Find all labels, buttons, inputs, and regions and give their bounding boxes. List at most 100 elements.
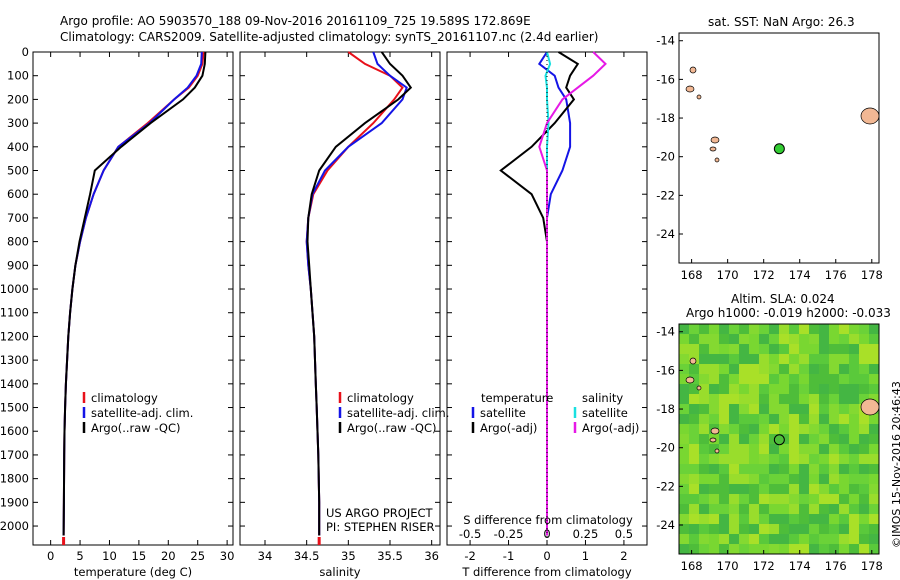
sla-cell (809, 454, 819, 464)
sla-cell (679, 534, 689, 544)
sla-cell (859, 354, 869, 364)
sla-cell (819, 514, 829, 524)
sla-cell (759, 414, 769, 424)
sla-cell (829, 434, 839, 444)
y-tick-label: 1900 (0, 495, 29, 509)
sla-cell (789, 374, 799, 384)
sla-cell (799, 364, 809, 374)
map-top-title: sat. SST: NaN Argo: 26.3 (708, 15, 855, 29)
sla-cell (849, 514, 859, 524)
lat-tick-label: -16 (656, 72, 675, 86)
sla-cell (799, 534, 809, 544)
sla-cell (799, 434, 809, 444)
lat-tick-label: -14 (656, 325, 675, 339)
sla-cell (699, 464, 709, 474)
sla-cell (779, 534, 789, 544)
sla-cell (849, 444, 859, 454)
y-tick-label: 1600 (0, 424, 29, 438)
lat-tick-label: -22 (656, 188, 675, 202)
sla-cell (759, 354, 769, 364)
sla-cell (799, 384, 809, 394)
x-tick-label: 10 (102, 549, 117, 563)
sla-cell (719, 544, 729, 554)
legend-label: Argo(-adj) (582, 421, 639, 435)
sla-cell (779, 524, 789, 534)
sla-cell (849, 334, 859, 344)
sla-cell (849, 414, 859, 424)
x-tick-label: 35 (341, 549, 356, 563)
sla-cell (689, 384, 699, 394)
sla-cell (789, 394, 799, 404)
sla-cell (779, 454, 789, 464)
sla-cell (749, 444, 759, 454)
sla-cell (859, 544, 869, 554)
sla-cell (839, 394, 849, 404)
lat-tick-label: -22 (656, 479, 675, 493)
sla-cell (679, 484, 689, 494)
x-tick-label: 34 (258, 549, 273, 563)
sla-cell (699, 474, 709, 484)
sla-cell (859, 334, 869, 344)
sla-cell (739, 374, 749, 384)
sla-cell (789, 414, 799, 424)
sla-cell (869, 504, 879, 514)
sla-cell (759, 374, 769, 384)
sla-cell (699, 394, 709, 404)
sla-cell (819, 414, 829, 424)
sla-cell (819, 324, 829, 334)
sla-cell (719, 384, 729, 394)
sla-cell (819, 494, 829, 504)
sla-cell (769, 324, 779, 334)
sla-cell (769, 524, 779, 534)
sla-cell (739, 464, 749, 474)
sla-cell (859, 534, 869, 544)
sla-cell (739, 454, 749, 464)
sla-cell (709, 334, 719, 344)
sla-cell (719, 494, 729, 504)
lat-tick-label: -16 (656, 363, 675, 377)
sla-cell (679, 514, 689, 524)
profile-panel-2: 34 34.5 35 35.5 36 salinity climatologysatelli… (239, 51, 449, 579)
y-tick-label: 2000 (0, 519, 29, 533)
sla-cell (779, 334, 789, 344)
sla-cell (839, 374, 849, 384)
sla-cell (809, 334, 819, 344)
sla-cell (719, 504, 729, 514)
lon-tick-label: 178 (861, 559, 883, 573)
sla-cell (779, 404, 789, 414)
s-axis-label: S difference from climatology (463, 513, 633, 527)
sla-cell (709, 344, 719, 354)
lon-tick-label: 172 (753, 268, 775, 282)
sla-cell (849, 534, 859, 544)
sla-cell (849, 524, 859, 534)
sla-cell (839, 444, 849, 454)
sla-cell (779, 514, 789, 524)
lon-tick-label: 170 (717, 559, 739, 573)
sla-cell (789, 434, 799, 444)
sla-cell (719, 474, 729, 484)
sla-cell (819, 484, 829, 494)
y-tick-label: 1100 (0, 306, 29, 320)
sla-cell (829, 344, 839, 354)
sla-cell (729, 384, 739, 394)
sla-cell (749, 464, 759, 474)
sla-cell (689, 514, 699, 524)
sla-cell (729, 514, 739, 524)
sla-cell (809, 324, 819, 334)
sla-cell (739, 524, 749, 534)
sla-cell (829, 524, 839, 534)
y-tick-label: 1700 (0, 448, 29, 462)
y-tick-label: 200 (7, 92, 29, 106)
y-tick-label: 1800 (0, 472, 29, 486)
sla-cell (849, 464, 859, 474)
sla-cell (709, 524, 719, 534)
sla-cell (819, 464, 829, 474)
sla-cell (739, 394, 749, 404)
sla-cell (679, 504, 689, 514)
sla-cell (769, 364, 779, 374)
sla-cell (839, 464, 849, 474)
sla-cell (849, 394, 859, 404)
sla-cell (729, 494, 739, 504)
sla-cell (789, 354, 799, 364)
sla-cell (839, 334, 849, 344)
